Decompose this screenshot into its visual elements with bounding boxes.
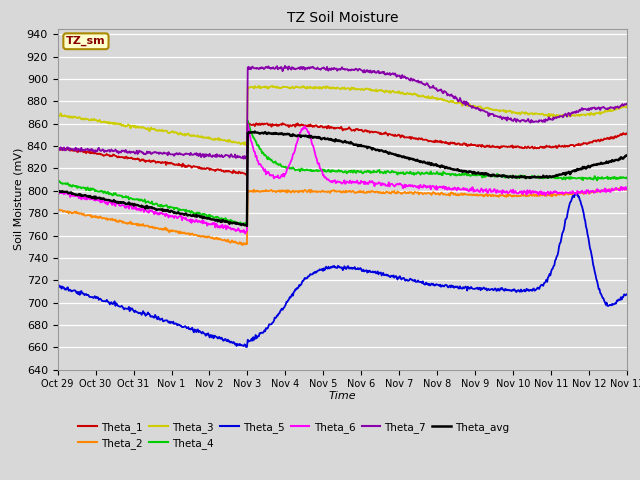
Legend: Theta_1, Theta_2, Theta_3, Theta_4, Theta_5, Theta_6, Theta_7, Theta_avg: Theta_1, Theta_2, Theta_3, Theta_4, Thet… — [74, 418, 513, 453]
X-axis label: Time: Time — [328, 391, 356, 401]
Title: TZ Soil Moisture: TZ Soil Moisture — [287, 11, 398, 25]
Text: TZ_sm: TZ_sm — [66, 36, 106, 47]
Y-axis label: Soil Moisture (mV): Soil Moisture (mV) — [14, 148, 24, 251]
